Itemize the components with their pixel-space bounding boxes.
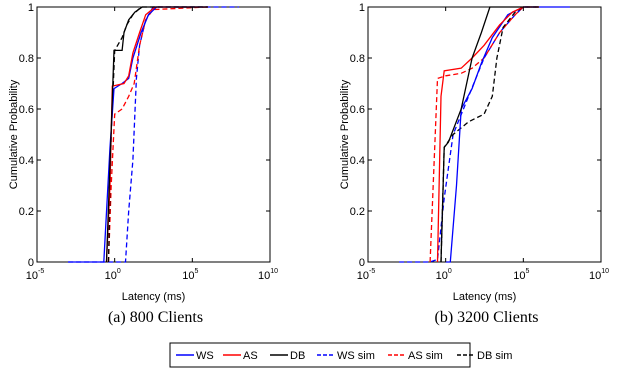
legend-item-db: DB [270,350,305,362]
x-tick-exponent: -5 [38,268,44,275]
x-tick-exponent: 0 [448,268,452,275]
y-tick-label: 0.4 [19,155,34,167]
x-tick-label: 1010 [589,268,609,282]
y-tick-label: 1 [28,2,34,14]
legend-label: DB sim [477,350,512,362]
x-tick-base: 10 [357,270,369,282]
x-tick-base: 10 [26,270,38,282]
x-tick-exponent: 10 [601,268,609,275]
y-tick-label: 0.6 [19,104,34,116]
x-tick-label: 100 [436,268,452,282]
legend: WS AS DB WS sim AS sim DB sim [169,342,512,368]
x-tick-exponent: 5 [526,268,530,275]
x-tick-exponent: -5 [369,268,375,275]
y-tick-label: 0.2 [19,206,34,218]
x-tick-label: 10-5 [357,268,376,282]
x-tick-exponent: 10 [270,268,278,275]
x-tick-base: 10 [589,270,601,282]
chart-caption: (b) 3200 Clients [435,309,539,326]
legend-item-db-sim: DB sim [457,350,512,362]
y-tick-label: 0.2 [350,206,365,218]
legend-label: WS sim [337,350,375,362]
x-tick-label: 100 [105,268,121,282]
legend-item-as: AS [223,350,258,362]
series-line-ws-sim [399,6,539,263]
x-tick-base: 10 [513,270,525,282]
series-line-db [105,6,208,263]
series-line-ws-sim [68,6,239,263]
chart-caption: (a) 800 Clients [108,309,203,326]
legend-item-ws: WS [176,350,214,362]
y-tick-label: 0.4 [350,155,365,167]
y-tick-label: 0.6 [350,104,365,116]
series-line-ws [68,6,208,263]
x-tick-base: 10 [182,270,194,282]
y-tick-label: 0 [28,257,34,269]
series-line-db [440,6,539,263]
series-line-ws [445,6,570,263]
series-line-as [436,6,539,263]
y-tick-label: 0.8 [19,53,34,65]
x-axis-label: Latency (ms) [122,291,186,303]
series-line-db-sim [107,6,208,263]
legend-label: DB [290,350,305,362]
legend-label: AS sim [408,350,443,362]
series-line-db-sim [440,6,539,263]
x-axis-label: Latency (ms) [453,291,517,303]
series-line-as-sim [107,6,208,263]
x-tick-label: 1010 [258,268,278,282]
legend-item-as-sim: AS sim [388,350,443,362]
x-tick-label: 105 [182,268,198,282]
legend-label: AS [243,350,258,362]
plot-frame [367,6,602,263]
series-group [68,6,239,263]
y-tick-label: 0.8 [350,53,365,65]
x-tick-exponent: 0 [117,268,121,275]
y-tick-label: 1 [359,2,365,14]
series-line-as-sim [429,6,539,263]
legend-item-ws-sim: WS sim [317,350,375,362]
y-tick-label: 0 [359,257,365,269]
x-tick-label: 10-5 [26,268,45,282]
y-axis-label: Cumulative Probability [339,79,351,189]
plot-frame [36,6,271,263]
y-axis-label: Cumulative Probability [8,79,20,189]
x-tick-base: 10 [258,270,270,282]
legend-label: WS [196,350,214,362]
series-group [399,6,570,263]
x-tick-base: 10 [436,270,448,282]
x-tick-label: 105 [513,268,529,282]
series-line-as [105,6,208,263]
x-tick-exponent: 5 [195,268,199,275]
x-tick-base: 10 [105,270,117,282]
